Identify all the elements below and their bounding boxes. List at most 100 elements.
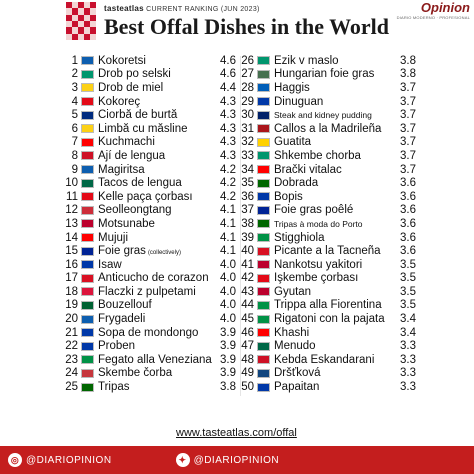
list-item: 49 Dršťková 3.3 bbox=[240, 367, 416, 381]
dish-name: Drob po selski bbox=[98, 68, 171, 81]
rank-number: 33 bbox=[241, 149, 254, 162]
country-flag-icon bbox=[257, 83, 270, 93]
dish-name-cell: Picante a la Tacneña bbox=[274, 245, 394, 257]
dish-name: Kebda Eskandarani bbox=[274, 353, 375, 366]
rank-number: 10 bbox=[65, 177, 78, 190]
dish-name-cell: Motsunabe bbox=[98, 218, 214, 230]
rating-score: 3.3 bbox=[400, 353, 416, 366]
rating-score: 4.0 bbox=[220, 272, 236, 285]
rating-score: 3.6 bbox=[400, 245, 416, 258]
dish-name-cell: Steak and kidney pudding bbox=[274, 110, 394, 120]
rank-number: 9 bbox=[71, 163, 78, 176]
rating-score: 4.2 bbox=[220, 177, 236, 190]
rating-score: 4.1 bbox=[220, 231, 236, 244]
rating-score: 3.8 bbox=[220, 381, 236, 394]
dish-note: (collectively) bbox=[147, 250, 181, 257]
country-flag-icon bbox=[257, 382, 270, 392]
rank-number: 32 bbox=[241, 136, 254, 149]
dish-name-cell: Anticucho de corazon bbox=[98, 272, 214, 284]
dish-name-cell: Kokoreç bbox=[98, 96, 214, 108]
dish-name-cell: Kebda Eskandarani bbox=[274, 354, 394, 366]
twitter-handle[interactable]: ✦ @DIARIOPINION bbox=[175, 453, 280, 467]
dish-name: Tripas bbox=[98, 381, 130, 394]
dish-name-cell: Flaczki z pulpetami bbox=[98, 286, 214, 298]
country-flag-icon bbox=[257, 178, 270, 188]
country-flag-icon bbox=[81, 287, 94, 297]
list-item: 34 Brački vitalac 3.7 bbox=[240, 163, 416, 177]
list-item: 19 Bouzellouf 4.0 bbox=[64, 299, 236, 313]
country-flag-icon bbox=[81, 124, 94, 134]
dish-name-cell: Foie gras (collectively) bbox=[98, 245, 214, 257]
country-flag-icon bbox=[81, 260, 94, 270]
dish-name: Magiritsa bbox=[98, 163, 145, 176]
country-flag-icon bbox=[81, 382, 94, 392]
dish-name-cell: Škembe čorba bbox=[98, 367, 214, 379]
list-item: 7 Kuchmachi 4.3 bbox=[64, 136, 236, 150]
list-item: 2 Drob po selski 4.6 bbox=[64, 68, 236, 82]
list-item: 41 Nankotsu yakitori 3.5 bbox=[240, 258, 416, 272]
list-item: 20 Frygadeli 4.0 bbox=[64, 312, 236, 326]
country-flag-icon bbox=[257, 205, 270, 215]
rank-number: 42 bbox=[241, 272, 254, 285]
rank-number: 43 bbox=[241, 285, 254, 298]
rating-score: 4.0 bbox=[220, 258, 236, 271]
rating-score: 3.7 bbox=[400, 136, 416, 149]
dish-name: Kokoreç bbox=[98, 95, 141, 108]
rank-number: 23 bbox=[65, 353, 78, 366]
country-flag-icon bbox=[257, 300, 270, 310]
dish-name-cell: Drob de miel bbox=[98, 82, 214, 94]
rank-number: 28 bbox=[241, 81, 254, 94]
instagram-handle[interactable]: ◎ @DIARIOPINION bbox=[8, 453, 112, 467]
dish-name-cell: Limbă cu măsline bbox=[98, 123, 214, 135]
rating-score: 4.0 bbox=[220, 285, 236, 298]
list-item: 16 Isaw 4.0 bbox=[64, 258, 236, 272]
rating-score: 4.3 bbox=[220, 149, 236, 162]
dish-name-cell: Kelle paça çorbası bbox=[98, 191, 214, 203]
source-link[interactable]: www.tasteatlas.com/offal bbox=[176, 427, 297, 439]
country-flag-icon bbox=[257, 219, 270, 229]
dish-name-cell: Hungarian foie gras bbox=[274, 68, 394, 80]
country-flag-icon bbox=[81, 219, 94, 229]
list-item: 28 Haggis 3.7 bbox=[240, 81, 416, 95]
dish-name-cell: Gyutan bbox=[274, 286, 394, 298]
dish-name: Fegato alla Veneziana bbox=[98, 353, 212, 366]
dish-name: Kokoretsi bbox=[98, 54, 146, 67]
list-item: 33 Shkembe chorba 3.7 bbox=[240, 149, 416, 163]
dish-name-cell: Bouzellouf bbox=[98, 299, 214, 311]
country-flag-icon bbox=[257, 341, 270, 351]
rating-score: 4.6 bbox=[220, 68, 236, 81]
country-flag-icon bbox=[257, 260, 270, 270]
dish-name-cell: Proben bbox=[98, 340, 214, 352]
twitter-handle-text: @DIARIOPINION bbox=[193, 454, 280, 466]
rating-score: 3.7 bbox=[400, 109, 416, 122]
list-item: 8 Ají de lengua 4.3 bbox=[64, 149, 236, 163]
country-flag-icon bbox=[257, 137, 270, 147]
rating-score: 3.7 bbox=[400, 81, 416, 94]
country-flag-icon bbox=[81, 97, 94, 107]
rating-score: 3.7 bbox=[400, 149, 416, 162]
dish-name: Ají de lengua bbox=[98, 149, 166, 162]
dish-name: Stigghiola bbox=[274, 231, 325, 244]
list-item: 42 İşkembe çorbası 3.5 bbox=[240, 272, 416, 286]
country-flag-icon bbox=[257, 69, 270, 79]
list-item: 17 Anticucho de corazon 4.0 bbox=[64, 272, 236, 286]
list-item: 13 Motsunabe 4.1 bbox=[64, 217, 236, 231]
dish-name-cell: Guatita bbox=[274, 136, 394, 148]
rank-number: 41 bbox=[241, 258, 254, 271]
list-item: 48 Kebda Eskandarani 3.3 bbox=[240, 353, 416, 367]
rank-number: 17 bbox=[65, 272, 78, 285]
rating-score: 4.3 bbox=[220, 95, 236, 108]
dish-name: Papaitan bbox=[274, 381, 320, 394]
list-item: 4 Kokoreç 4.3 bbox=[64, 95, 236, 109]
rating-score: 4.2 bbox=[220, 163, 236, 176]
rating-score: 3.9 bbox=[220, 326, 236, 339]
country-flag-icon bbox=[257, 273, 270, 283]
rating-score: 3.6 bbox=[400, 217, 416, 230]
rank-number: 18 bbox=[65, 285, 78, 298]
list-item: 40 Picante a la Tacneña 3.6 bbox=[240, 244, 416, 258]
country-flag-icon bbox=[257, 314, 270, 324]
dish-name-cell: Tacos de lengua bbox=[98, 177, 214, 189]
list-item: 30 Steak and kidney pudding 3.7 bbox=[240, 108, 416, 122]
rank-number: 34 bbox=[241, 163, 254, 176]
dish-name: Isaw bbox=[98, 258, 122, 271]
